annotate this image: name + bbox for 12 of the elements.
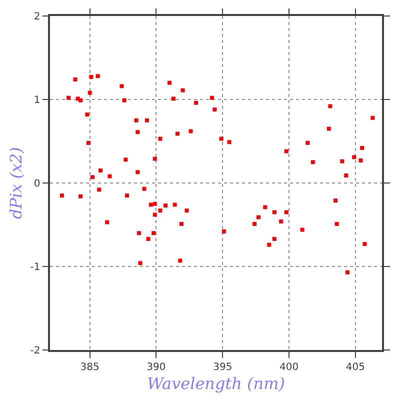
y-tick-label: 1: [34, 95, 40, 106]
x-tick-label: 405: [346, 362, 365, 373]
x-tick-label: 385: [80, 362, 100, 373]
y-tick-label: -1: [30, 262, 40, 273]
y-tick-label: 0: [34, 178, 40, 190]
x-axis-title: Wavelength (nm): [146, 374, 286, 393]
x-tick-label: 390: [146, 362, 166, 373]
x-tick-label: 395: [213, 362, 232, 373]
y-axis-title: dPix (x2): [6, 147, 26, 219]
y-tick-label: -2: [30, 346, 40, 356]
y-tick-label: 2: [34, 12, 40, 22]
x-tick-label: 400: [279, 362, 299, 373]
